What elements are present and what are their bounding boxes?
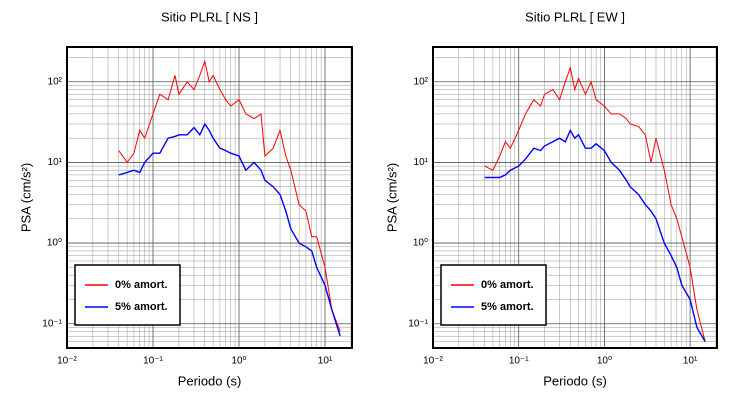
legend-label: 0% amort. [115, 279, 168, 291]
y-tick-label: 10⁰ [47, 238, 62, 249]
y-axis-label: PSA (cm/s²) [18, 163, 33, 232]
y-tick-label: 10⁻¹ [408, 318, 428, 329]
y-tick-label: 10² [48, 76, 63, 87]
plot-frame [432, 46, 718, 349]
x-tick-label: 10⁰ [231, 356, 246, 367]
chart-title: Sitio PLRL [ EW ] [525, 9, 625, 24]
y-tick-label: 10¹ [414, 157, 429, 168]
x-tick-label: 10⁰ [597, 356, 612, 367]
x-axis-label: Periodo (s) [178, 373, 242, 388]
series-line [118, 59, 341, 332]
series-line [118, 122, 341, 337]
y-tick-label: 10⁻¹ [42, 318, 62, 329]
x-tick-label: 10⁻² [57, 356, 77, 367]
legend-label: 5% amort. [481, 301, 534, 313]
y-tick-label: 10¹ [48, 157, 63, 168]
series-line [484, 65, 706, 342]
y-tick-label: 10² [414, 76, 429, 87]
x-tick-label: 10¹ [318, 356, 333, 367]
chart-title: Sitio PLRL [ NS ] [161, 9, 258, 24]
x-tick-label: 10¹ [683, 356, 698, 367]
legend-label: 0% amort. [481, 279, 534, 291]
y-axis-label: PSA (cm/s²) [384, 163, 399, 232]
x-tick-label: 10⁻¹ [143, 356, 163, 367]
x-tick-label: 10⁻² [423, 356, 443, 367]
x-axis-label: Periodo (s) [543, 373, 607, 388]
legend-box [440, 264, 547, 326]
x-tick-label: 10⁻¹ [509, 356, 529, 367]
legend-box [74, 264, 181, 326]
y-tick-label: 10⁰ [413, 238, 428, 249]
plot-frame [66, 46, 353, 349]
series-line [484, 128, 706, 342]
legend-label: 5% amort. [115, 301, 168, 313]
